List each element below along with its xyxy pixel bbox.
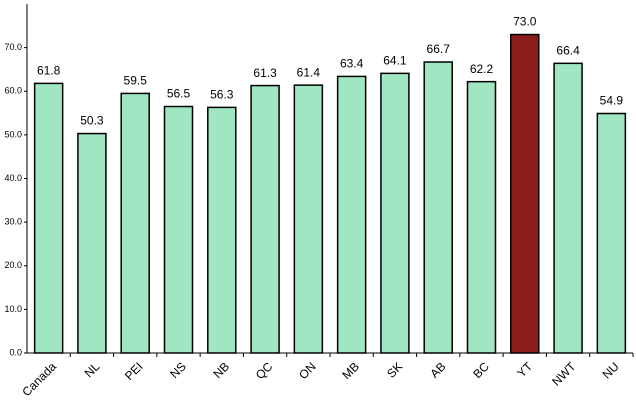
x-tick-label: BC: [470, 359, 492, 381]
x-tick-label: QC: [253, 359, 276, 382]
bar: [380, 72, 410, 354]
bar: [120, 92, 150, 354]
bar: [33, 82, 64, 354]
y-tick-label: 50.0: [4, 129, 22, 139]
bar: [77, 132, 107, 354]
y-tick-label: 40.0: [4, 173, 22, 183]
y-tick-label: 0.0: [9, 347, 22, 357]
x-tick-label: YT: [514, 359, 535, 380]
y-tick-label: 70.0: [4, 42, 22, 52]
value-label: 56.5: [167, 87, 191, 101]
x-tick-label: Canada: [19, 359, 59, 399]
value-label: 50.3: [80, 114, 104, 128]
bar: [336, 75, 367, 354]
value-label: 61.3: [253, 66, 277, 80]
x-tick-label: PEI: [122, 359, 146, 383]
bar: [163, 105, 194, 354]
x-tick-label: NB: [210, 359, 232, 381]
value-label: 62.2: [470, 62, 494, 76]
bar: [250, 84, 280, 354]
x-tick-label: ON: [296, 359, 319, 382]
x-tick-label: AB: [427, 359, 448, 380]
bar: [553, 62, 583, 354]
value-label: 56.3: [210, 88, 234, 102]
x-tick-label: NU: [600, 359, 622, 381]
bar: [596, 112, 627, 354]
value-label: 54.9: [600, 94, 624, 108]
value-label: 61.4: [297, 65, 321, 79]
bar: [207, 106, 237, 354]
x-tick-label: MB: [339, 359, 362, 382]
x-tick-label: NWT: [549, 359, 579, 389]
bar: [466, 80, 497, 354]
y-tick-label: 30.0: [4, 217, 22, 227]
value-label: 59.5: [124, 74, 148, 88]
value-label: 73.0: [513, 15, 537, 29]
bar: [423, 61, 453, 354]
bar: [510, 33, 540, 354]
y-tick-label: 20.0: [4, 260, 22, 270]
value-label: 63.4: [340, 57, 364, 71]
bar: [293, 84, 324, 354]
x-tick-label: NS: [167, 359, 189, 381]
y-tick-label: 60.0: [4, 86, 22, 96]
value-label: 61.8: [37, 64, 61, 78]
value-label: 64.1: [383, 54, 407, 68]
value-label: 66.4: [556, 44, 580, 58]
x-tick-label: SK: [384, 359, 405, 380]
x-tick-label: NL: [82, 359, 103, 380]
value-label: 66.7: [427, 42, 451, 56]
y-tick-label: 10.0: [4, 304, 22, 314]
